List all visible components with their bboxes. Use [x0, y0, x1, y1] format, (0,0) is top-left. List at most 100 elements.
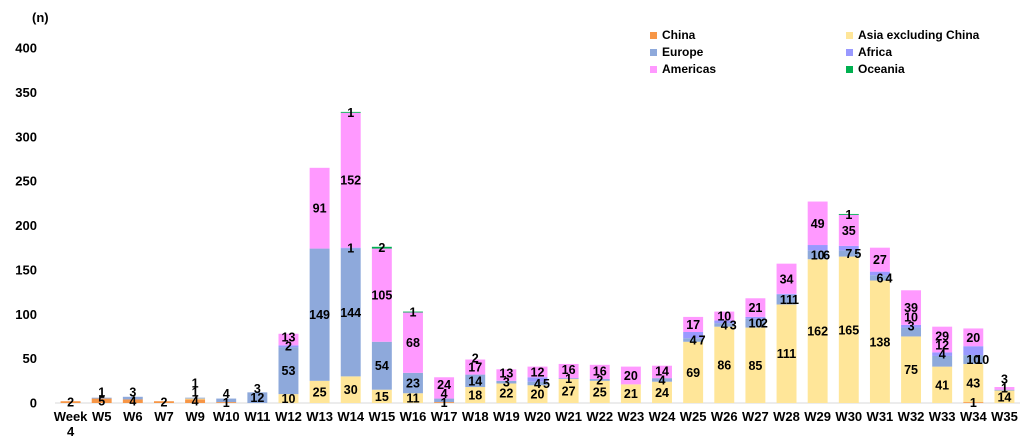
- data-label: 4: [192, 395, 199, 409]
- bar-segment-asia-excluding-china: [932, 366, 953, 403]
- bar-segment-asia-excluding-china: [963, 363, 984, 403]
- data-label: 3: [503, 376, 510, 390]
- bar-segment-europe: [994, 389, 1015, 391]
- data-label: 1: [347, 242, 354, 256]
- x-tick-label: W26: [711, 409, 738, 424]
- data-label: 22: [499, 387, 513, 401]
- data-label: 4: [441, 387, 448, 401]
- y-tick-label: 350: [15, 85, 37, 100]
- legend-label-africa: Africa: [858, 45, 892, 59]
- data-label: 13: [282, 331, 296, 345]
- data-label: 10: [904, 311, 918, 325]
- data-label: 138: [869, 335, 890, 349]
- data-label: 23: [406, 377, 420, 391]
- bar-segment-europe: [371, 341, 392, 390]
- data-label: 18: [468, 389, 482, 403]
- bar-segment-americas: [745, 298, 766, 317]
- bar-segment-europe: [776, 294, 797, 305]
- x-tick-label: W10: [213, 409, 240, 424]
- data-label: 12: [531, 365, 545, 379]
- bar-segment-europe: [901, 327, 922, 337]
- bar-segment-oceania: [371, 246, 392, 249]
- data-label: 2: [472, 352, 479, 366]
- bar-segment-china: [91, 398, 112, 403]
- legend-swatch-asia-excluding-china: [846, 32, 853, 39]
- data-label: 10: [811, 248, 825, 262]
- data-label: 4: [885, 271, 892, 285]
- legend-label-china: China: [662, 28, 696, 42]
- bar-segment-asia-excluding-china: [371, 389, 392, 403]
- legend-label-asia-excluding-china: Asia excluding China: [858, 28, 980, 42]
- data-label: 13: [499, 367, 513, 381]
- data-label: 10: [966, 353, 980, 367]
- bar-segment-africa: [869, 271, 890, 276]
- y-tick-label: 300: [15, 129, 37, 144]
- data-label: 10: [717, 309, 731, 323]
- bar-segment-asia-excluding-china: [340, 376, 361, 403]
- data-label: 25: [593, 385, 607, 399]
- bar-segment-africa: [963, 346, 984, 356]
- x-tick-label: W20: [524, 409, 551, 424]
- x-tick-label: W21: [555, 409, 582, 424]
- data-label: 16: [593, 364, 607, 378]
- data-label: 5: [854, 247, 861, 261]
- y-axis-unit-label: (n): [32, 10, 49, 25]
- bar-segment-asia-excluding-china: [869, 280, 890, 403]
- data-label: 14: [997, 390, 1011, 404]
- bar-segment-asia-excluding-china: [620, 384, 641, 403]
- x-tick-label: W17: [431, 409, 458, 424]
- bar-segment-americas: [340, 112, 361, 248]
- x-tick-label: W15: [368, 409, 395, 424]
- bar-segment-asia-excluding-china: [589, 380, 610, 403]
- bar-segment-europe: [807, 250, 828, 260]
- data-label: 91: [313, 202, 327, 216]
- data-label: 2: [378, 241, 385, 255]
- y-tick-label: 50: [23, 351, 37, 366]
- x-tick-label: W18: [462, 409, 489, 424]
- data-label: 34: [780, 272, 794, 286]
- x-tick-label: W28: [773, 409, 800, 424]
- data-label: 3: [1001, 372, 1008, 386]
- data-label: 21: [748, 301, 762, 315]
- bar-segment-europe: [838, 250, 859, 257]
- legend-label-oceania: Oceania: [858, 62, 905, 76]
- bar-segment-africa: [932, 352, 953, 356]
- bar-segment-europe: [683, 338, 704, 342]
- bar-segment-africa: [714, 320, 735, 324]
- x-tick-label: W32: [898, 409, 925, 424]
- data-label: 6: [876, 271, 883, 285]
- bar-segment-china: [185, 399, 206, 403]
- data-label: 75: [904, 363, 918, 377]
- bar-segment-asia-excluding-china: [994, 390, 1015, 403]
- bar-segment-americas: [278, 333, 299, 346]
- x-tick-label: W9: [185, 409, 205, 424]
- data-label: 4: [721, 318, 728, 332]
- data-label: 111: [777, 347, 797, 361]
- x-tick-label: W31: [867, 409, 894, 424]
- data-label: 14: [468, 374, 482, 388]
- bar-segment-europe: [465, 374, 486, 388]
- data-label: 10: [282, 392, 296, 406]
- x-tick-label: W11: [244, 409, 270, 424]
- data-label: 3: [254, 382, 261, 396]
- data-label: 53: [282, 364, 296, 378]
- bar-segment-americas: [901, 290, 922, 325]
- data-label: 21: [624, 387, 638, 401]
- bar-segment-asia-excluding-china: [901, 336, 922, 403]
- bar-segment-africa: [901, 324, 922, 328]
- data-label: 4: [690, 333, 697, 347]
- bar-segment-oceania: [403, 311, 423, 313]
- bar-segment-africa: [527, 377, 548, 382]
- bar-segment-americas: [403, 312, 423, 373]
- data-label: 1: [98, 385, 105, 399]
- bar-segment-china: [216, 402, 237, 403]
- x-tick-label: W35: [991, 409, 1018, 424]
- data-label: 24: [437, 378, 451, 392]
- legend-swatch-europe: [650, 49, 657, 56]
- data-label: 162: [807, 325, 828, 339]
- x-tick-label: W30: [835, 409, 862, 424]
- data-label: 2: [761, 317, 768, 331]
- x-tick-label: Week 4: [54, 409, 88, 439]
